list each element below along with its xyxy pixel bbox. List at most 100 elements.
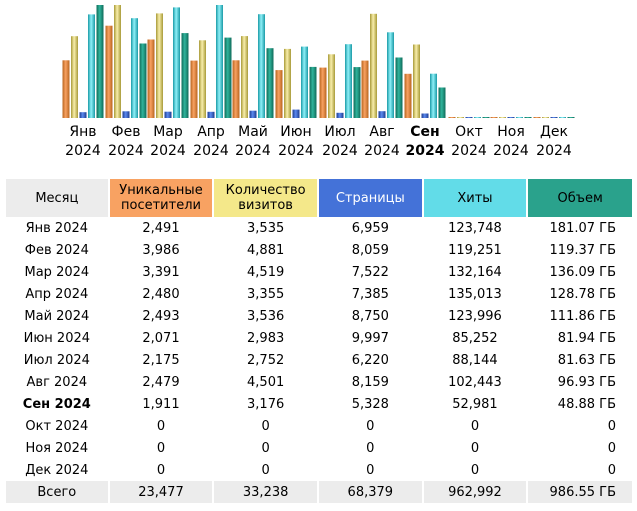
header-hits: Хиты [423,179,527,217]
cell-month: Июл 2024 [23,352,90,368]
cell-hits: 119,251 [448,242,502,258]
table-row: Июл 2024 2,175 2,752 6,220 88,144 81.63 ГБ [6,349,632,371]
bar-unique-Ноя [490,117,498,118]
bar-unique-Сен [404,73,412,118]
cell-visits: 4,519 [247,264,285,280]
cell-unique-visitors: 0 [156,440,166,456]
cell-bandwidth: 119.37 ГБ [549,242,616,258]
bar-pages-Ноя [507,117,515,118]
total-bandwidth: 986.55 ГБ [528,481,632,503]
bar-hits-Июл [345,44,352,119]
bar-unique-Май [232,60,240,118]
x-tick-year: 2024 [235,143,271,159]
cell-bandwidth: 48.88 ГБ [557,396,616,412]
bar-bandwidth-Окт [482,117,490,118]
bar-hits-Апр [216,5,223,118]
x-tick-month: Апр [197,124,225,140]
cell-month: Окт 2024 [25,418,89,434]
table-row: Дек 2024 0 0 0 0 0 [6,459,632,481]
cell-pages: 8,750 [351,308,389,324]
cell-pages: 6,959 [351,220,389,236]
x-tick-year: 2024 [150,143,186,159]
bar-pages-Фев [122,111,130,118]
header-month: Месяц [6,179,108,217]
monthly-stats-table: Месяц Уникальные посетители Количество в… [4,179,634,503]
bar-unique-Июн [275,70,283,118]
cell-visits: 3,535 [247,220,285,236]
bar-visits-Май [241,36,248,118]
cell-month: Фев 2024 [24,242,89,258]
cell-pages: 8,059 [351,242,389,258]
bar-unique-Янв [62,60,70,118]
x-tick-year: 2024 [451,143,487,159]
cell-unique-visitors: 2,491 [142,220,180,236]
cell-hits: 0 [470,440,480,456]
table-row: Май 2024 2,493 3,536 8,750 123,996 111.86 ГБ [6,305,632,327]
bar-hits-Ноя [516,117,523,118]
cell-hits: 85,252 [452,330,498,346]
x-tick-year: 2024 [278,143,314,159]
cell-hits: 0 [470,462,480,478]
bar-hits-Сен [430,73,437,118]
bar-unique-Апр [190,60,198,118]
bar-hits-Фев [131,18,138,119]
cell-hits: 123,748 [448,220,502,236]
cell-hits: 123,996 [448,308,502,324]
cell-month: Дек 2024 [25,462,89,478]
cell-hits: 132,164 [448,264,502,280]
bar-pages-Авг [378,111,386,118]
cell-visits: 4,501 [247,374,285,390]
bar-bandwidth-Июл [353,67,361,118]
cell-bandwidth: 0 [607,440,616,456]
bar-bandwidth-Апр [224,37,232,118]
x-tick-year: 2024 [536,143,572,159]
monthly-bar-chart: Янв 2024 Фев 2024 Мар 2024 Апр 2024 Май 2024 Июн 20… [62,5,575,159]
cell-unique-visitors: 0 [156,418,166,434]
cell-bandwidth: 111.86 ГБ [549,308,616,324]
header-visits: Количество визитов [214,179,317,217]
x-tick-year: 2024 [65,143,101,159]
total-visits: 33,238 [214,481,317,503]
x-tick-year: 2024 [406,143,445,159]
x-tick-month: Июн [280,124,311,140]
cell-pages: 0 [366,418,375,434]
bar-pages-Июл [336,112,344,118]
bar-visits-Ноя [499,117,506,118]
bar-visits-Фев [114,5,121,118]
bar-bandwidth-Дек [567,117,575,118]
cell-hits: 0 [470,418,480,434]
bar-unique-Мар [147,39,155,118]
table-row: Июн 2024 2,071 2,983 9,997 85,252 81.94 ГБ [6,327,632,349]
bar-hits-Янв [88,14,95,118]
cell-unique-visitors: 0 [156,462,166,478]
total-pages: 68,379 [318,481,422,503]
cell-visits: 0 [261,462,270,478]
bar-bandwidth-Июн [309,66,317,118]
bar-visits-Сен [413,44,420,118]
cell-pages: 8,159 [351,374,389,390]
x-tick-year: 2024 [193,143,229,159]
table-row: Янв 2024 2,491 3,535 6,959 123,748 181.07 ГБ [6,217,632,239]
cell-unique-visitors: 1,911 [142,396,180,412]
cell-hits: 135,013 [448,286,502,302]
bar-pages-Янв [79,112,87,118]
bar-unique-Окт [448,117,456,118]
bar-visits-Апр [199,40,206,118]
cell-pages: 7,522 [351,264,389,280]
cell-visits: 4,881 [247,242,285,258]
cell-month: Май 2024 [24,308,90,324]
cell-unique-visitors: 3,986 [142,242,180,258]
total-label: Всего [6,481,108,503]
cell-bandwidth: 81.94 ГБ [557,330,616,346]
bar-unique-Фев [105,25,113,119]
bar-hits-Дек [559,117,566,118]
cell-unique-visitors: 2,479 [142,374,180,390]
table-row: Ноя 2024 0 0 0 0 0 [6,437,632,459]
bar-bandwidth-Май [266,48,274,119]
cell-hits: 52,981 [452,396,498,412]
cell-bandwidth: 0 [607,418,616,434]
bar-unique-Дек [533,117,541,118]
cell-month: Сен 2024 [22,396,91,412]
cell-bandwidth: 136.09 ГБ [549,264,616,280]
cell-unique-visitors: 3,391 [142,264,180,280]
